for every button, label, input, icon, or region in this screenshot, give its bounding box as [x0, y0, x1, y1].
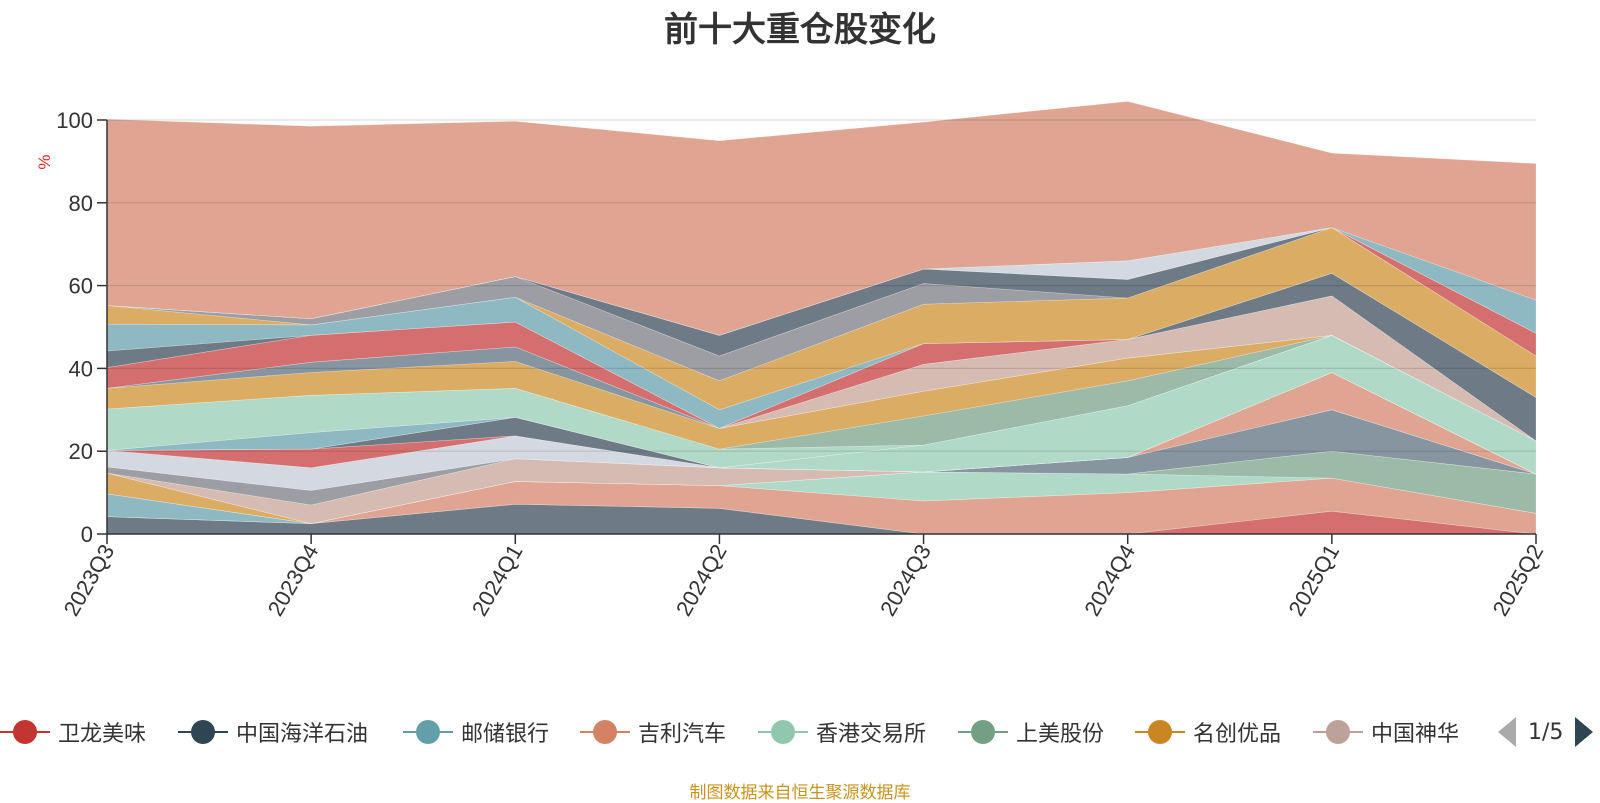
y-tick-label-1: 20 — [69, 439, 93, 464]
series-area-6 — [106, 450, 1537, 524]
legend-item-0[interactable]: 卫龙美味 — [0, 712, 146, 752]
y-axis-unit-label: % — [35, 154, 54, 169]
legend-label: 中国海洋石油 — [236, 722, 369, 747]
series-area-21 — [106, 295, 1537, 442]
series-area-27 — [106, 227, 1537, 357]
legend-item-5[interactable]: 上美股份 — [958, 712, 1104, 752]
legend-pager: 1/5 — [1498, 712, 1594, 752]
series-area-16 — [106, 334, 1537, 469]
legend-marker-dot — [593, 720, 617, 744]
legend-page-indicator: 1/5 — [1528, 719, 1564, 745]
legend-prev-page-icon[interactable] — [1498, 717, 1516, 747]
x-tick-label-4: 2024Q3 — [875, 540, 936, 620]
series-area-11 — [106, 372, 1537, 491]
series-area-23 — [106, 272, 1537, 429]
y-tick-label-4: 80 — [69, 191, 93, 216]
x-tick-label-5: 2024Q4 — [1079, 540, 1140, 620]
legend-marker-icon — [0, 712, 50, 752]
legend-marker-dot — [971, 720, 995, 744]
legend-marker-icon — [758, 712, 808, 752]
legend: 卫龙美味 中国海洋石油 邮储银行 吉利汽车 香港交易所 上美股份 名创优品 中国神华 — [0, 712, 1600, 752]
legend-label: 中国神华 — [1371, 722, 1460, 747]
legend-item-3[interactable]: 吉利汽车 — [580, 712, 726, 752]
legend-marker-dot — [1148, 720, 1172, 744]
legend-marker-icon — [403, 712, 453, 752]
series-area-14 — [106, 334, 1537, 475]
legend-marker-icon — [1135, 712, 1185, 752]
legend-item-1[interactable]: 中国海洋石油 — [178, 712, 368, 752]
legend-item-4[interactable]: 香港交易所 — [758, 712, 926, 752]
area-layers — [106, 101, 1537, 535]
x-tick-label-7: 2025Q2 — [1488, 540, 1549, 620]
legend-marker-dot — [191, 720, 215, 744]
legend-item-6[interactable]: 名创优品 — [1135, 712, 1281, 752]
source-note: 制图数据来自恒生聚源数据库 — [689, 783, 911, 803]
legend-marker-dot — [416, 720, 440, 744]
legend-label: 吉利汽车 — [638, 722, 727, 747]
y-tick-label-3: 60 — [69, 274, 93, 299]
x-tick-label-0: 2023Q3 — [59, 540, 120, 620]
legend-item-2[interactable]: 邮储银行 — [403, 712, 549, 752]
x-tick-label-6: 2025Q1 — [1283, 540, 1344, 620]
series-area-10 — [106, 372, 1537, 506]
y-tick-label-5: 100 — [56, 108, 93, 133]
x-tick-label-2: 2024Q1 — [467, 540, 528, 620]
series-area-18 — [106, 334, 1537, 450]
series-area-30 — [106, 101, 1537, 336]
legend-next-page-icon[interactable] — [1575, 717, 1594, 747]
series-area-29 — [106, 227, 1537, 336]
y-tick-label-0: 0 — [81, 522, 93, 547]
legend-item-7[interactable]: 中国神华 — [1313, 712, 1459, 752]
legend-marker-dot — [1326, 720, 1350, 744]
legend-label: 邮储银行 — [461, 722, 550, 747]
legend-label: 卫龙美味 — [58, 722, 147, 747]
legend-label: 上美股份 — [1016, 722, 1105, 747]
chart-title: 前十大重仓股变化 — [664, 10, 936, 50]
series-area-2 — [106, 477, 1537, 535]
series-area-5 — [106, 450, 1537, 524]
legend-marker-icon — [178, 712, 228, 752]
y-tick-label-2: 40 — [69, 356, 93, 381]
legend-marker-dot — [771, 720, 795, 744]
legend-marker-icon — [958, 712, 1008, 752]
grid-lines — [107, 119, 1536, 452]
legend-label: 名创优品 — [1193, 722, 1282, 747]
x-tick-label-1: 2023Q4 — [263, 540, 324, 620]
legend-label: 香港交易所 — [816, 722, 927, 747]
series-area-3 — [106, 477, 1537, 524]
legend-marker-dot — [13, 720, 37, 744]
legend-marker-icon — [580, 712, 630, 752]
x-tick-label-3: 2024Q2 — [671, 540, 732, 620]
legend-marker-icon — [1313, 712, 1363, 752]
